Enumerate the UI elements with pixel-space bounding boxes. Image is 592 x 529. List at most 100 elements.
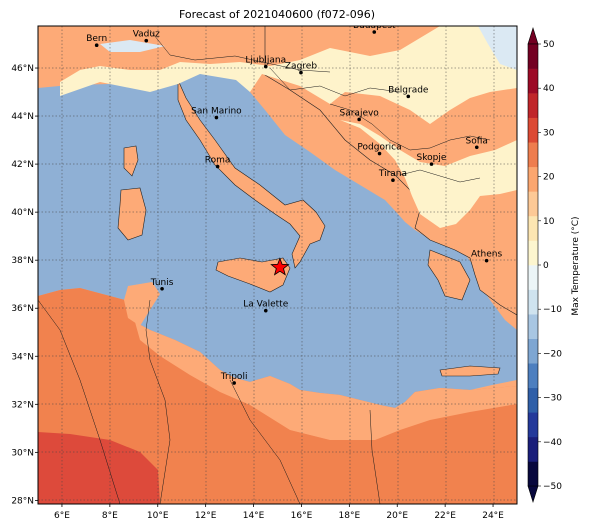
city-label: Zagreb [285, 62, 317, 72]
city-label: Tripoli [220, 372, 248, 382]
city-dot [391, 178, 395, 183]
colorbar-tick-label: −10 [543, 305, 562, 315]
mild-zone-north [60, 26, 517, 124]
city-dot [214, 115, 219, 120]
city-dot [377, 151, 382, 156]
latitude-tick-label: 40°N [11, 208, 34, 218]
colorbar-segment [528, 412, 538, 438]
sardinia [117, 187, 147, 241]
africa-hottest [38, 432, 160, 504]
colorbar-segment [528, 215, 538, 241]
colorbar-segment [528, 436, 538, 462]
latitude-tick-label: 28°N [11, 496, 34, 506]
colorbar-segment [528, 240, 538, 266]
latitude-ticks: 28°N 30°N 32°N 34°N 36°N 38°N 40°N 42°N 44°N 46°N [11, 64, 38, 506]
city-label: Sarajevo [340, 108, 380, 118]
city-dot [357, 117, 361, 122]
colorbar-tick-label: −40 [543, 438, 562, 448]
colorbar-segment [528, 93, 538, 118]
colorbar-segment [528, 265, 538, 290]
city-label: Skopje [417, 153, 447, 163]
colorbar-segment [528, 142, 538, 168]
city-dot [94, 43, 99, 48]
city-label: San Marino [191, 107, 242, 117]
city-dot [263, 308, 268, 313]
longitude-tick-label: 16°E [291, 511, 313, 521]
city-dot [232, 381, 236, 385]
city-dot [144, 38, 149, 43]
colorbar-segment [528, 461, 538, 487]
city-label: Tunis [150, 278, 174, 288]
map-frame [37, 25, 518, 505]
colorbar-tick-label: −30 [543, 394, 562, 404]
longitude-tick-label: 22°E [434, 511, 456, 521]
colorbar-tick-label: 10 [543, 217, 555, 227]
city-label: Tirana [378, 169, 407, 179]
colorbar-segment [528, 387, 538, 413]
colorbar-min-extend [527, 485, 539, 504]
colorbar-tick-label: 40 [543, 84, 555, 94]
city-dot [263, 64, 268, 69]
latitude-tick-label: 38°N [11, 256, 34, 266]
highlight-star-marker [270, 257, 290, 276]
city-dot [429, 162, 434, 166]
longitude-tick-label: 24°E [482, 511, 504, 521]
colorbar-tick-label: 0 [543, 261, 549, 271]
colorbar-tick-label: −20 [543, 349, 562, 359]
graticule [38, 26, 517, 504]
latitude-tick-label: 30°N [11, 448, 34, 458]
colorbar-tick-label: 30 [543, 128, 555, 138]
city-dot [160, 286, 164, 291]
peloponnese [427, 249, 471, 301]
colorbar-segment [528, 363, 538, 389]
colorbar-tick-label: −50 [543, 482, 562, 492]
city-dot [484, 258, 489, 263]
colorbar-segment [528, 44, 538, 69]
mild-zone-balkans [340, 120, 517, 228]
city-label: Bern [86, 34, 107, 44]
latitude-tick-label: 42°N [11, 160, 34, 170]
colorbar-segment [528, 68, 538, 94]
colorbar-segment [528, 289, 538, 315]
latitude-tick-label: 44°N [11, 112, 34, 122]
latitude-tick-label: 32°N [11, 400, 34, 410]
city-label: Athens [471, 250, 502, 260]
snow-patch [100, 40, 165, 52]
latitude-tick-label: 34°N [11, 352, 34, 362]
longitude-tick-label: 6°E [54, 511, 70, 521]
corsica [123, 145, 139, 177]
africa-warm-strip [135, 322, 517, 440]
city-dot [299, 70, 303, 75]
colorbar-tick-label: 20 [543, 173, 555, 183]
snow-patch-east [478, 26, 517, 70]
colorbar-segment [528, 166, 538, 192]
city-label: Budapest [353, 21, 396, 31]
city-dot [474, 145, 479, 150]
sicily [215, 257, 291, 293]
colorbar-segment [528, 117, 538, 143]
city-label: La Valette [243, 300, 288, 310]
city-label: Podgorica [357, 143, 401, 153]
longitude-tick-label: 12°E [195, 511, 217, 521]
longitude-tick-label: 10°E [147, 511, 169, 521]
figure-title: Forecast of 2021040600 (f072-096) [179, 8, 375, 21]
longitude-ticks: 6°E 8°E 10°E 12°E 14°E 16°E 18°E 20°E 22°E 24°E [54, 504, 504, 521]
crete [439, 365, 501, 377]
longitude-tick-label: 14°E [243, 511, 265, 521]
city-label: Belgrade [388, 85, 429, 95]
longitude-tick-label: 8°E [102, 511, 118, 521]
latitude-tick-label: 46°N [11, 64, 34, 74]
latitude-tick-label: 36°N [11, 304, 34, 314]
city-label: Roma [205, 156, 231, 166]
city-dot [406, 94, 411, 99]
colorbar-segment [528, 314, 538, 339]
country-borders [38, 29, 491, 504]
city-label: Sofia [466, 136, 488, 146]
colorbar-label: Max Temperature (°C) [571, 216, 581, 315]
colorbar-max-extend [527, 26, 539, 45]
city-label: Ljubljana [245, 56, 286, 66]
colorbar-tick-label: 50 [543, 40, 555, 50]
